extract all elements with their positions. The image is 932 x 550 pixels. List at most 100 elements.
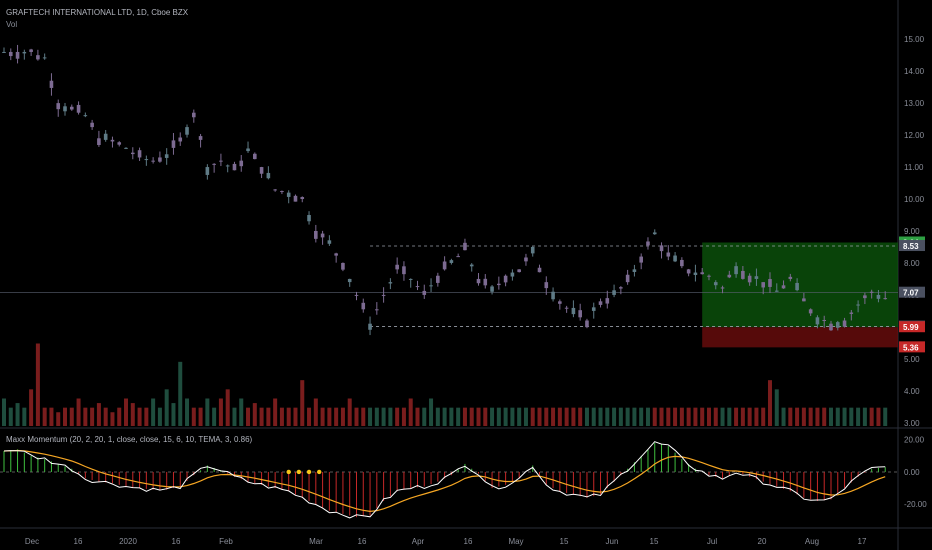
candle-body	[429, 285, 433, 287]
volume-label: Vol	[6, 20, 18, 29]
volume-bar	[767, 380, 772, 426]
volume-bar	[90, 407, 95, 426]
volume-bar	[191, 407, 196, 426]
candle-body	[808, 309, 813, 314]
volume-bar	[571, 407, 576, 426]
volume-bar	[408, 398, 413, 426]
volume-bar	[164, 389, 169, 426]
candle-body	[29, 49, 33, 52]
y-tick-label: 3.00	[904, 419, 920, 428]
volume-bar	[178, 361, 183, 426]
volume-bar	[49, 407, 54, 426]
candle-body	[591, 307, 596, 311]
volume-bar	[354, 407, 359, 426]
volume-bar	[523, 407, 528, 426]
volume-bar	[225, 389, 230, 426]
candle-body	[117, 142, 122, 145]
volume-bar	[774, 389, 779, 426]
candle-body	[361, 302, 366, 310]
candle-body	[503, 275, 508, 283]
volume-bar	[713, 407, 718, 426]
candle-body	[36, 55, 40, 60]
candle-body	[368, 323, 372, 330]
volume-bar	[300, 380, 305, 426]
volume-bar	[591, 407, 596, 426]
volume-bar	[517, 407, 522, 426]
price-badge	[899, 240, 925, 252]
volume-bar	[83, 407, 88, 426]
volume-bar	[307, 407, 312, 426]
osc-y-tick-label: -20.00	[904, 500, 927, 509]
volume-bar	[76, 398, 81, 426]
volume-bar	[232, 407, 237, 426]
volume-bar	[632, 407, 637, 426]
volume-bar	[35, 343, 40, 426]
candle-body	[625, 274, 630, 283]
volume-bar	[286, 407, 291, 426]
candle-body	[761, 282, 766, 288]
volume-bar	[29, 389, 34, 426]
candle-body	[273, 189, 277, 191]
volume-bar	[246, 407, 251, 426]
candle-body	[774, 290, 779, 292]
volume-bar	[96, 403, 101, 426]
osc-signal-dot	[286, 469, 291, 475]
volume-bar	[740, 407, 745, 426]
volume-bar	[124, 398, 129, 426]
candle-body	[754, 276, 759, 279]
candle-body	[571, 307, 576, 315]
y-tick-label: 8.00	[904, 259, 920, 268]
volume-bar	[8, 407, 13, 426]
volume-bar	[15, 403, 20, 426]
candle-body	[781, 285, 786, 289]
y-tick-label: 12.00	[904, 131, 925, 140]
volume-bar	[103, 407, 108, 426]
price-badge-label: 5.36	[903, 343, 919, 352]
volume-bar	[612, 407, 617, 426]
candle-body	[408, 278, 413, 280]
volume-bar	[557, 407, 562, 426]
candle-body	[876, 294, 881, 299]
candle-body	[286, 192, 291, 197]
candle-body	[510, 272, 515, 277]
candle-body	[456, 256, 460, 258]
volume-bar	[605, 407, 610, 426]
volume-bar	[781, 407, 786, 426]
volume-bar	[659, 407, 664, 426]
volume-bar	[422, 407, 427, 426]
candle-body	[354, 294, 359, 296]
candle-body	[842, 320, 847, 327]
candle-body	[727, 274, 732, 278]
candle-body	[178, 137, 183, 142]
candle-body	[558, 301, 562, 304]
candle-body	[449, 260, 454, 263]
candle-body	[835, 322, 840, 328]
candle-body	[205, 167, 210, 175]
y-tick-label: 14.00	[904, 67, 925, 76]
candle-body	[612, 290, 616, 295]
x-tick-label: May	[508, 537, 523, 546]
candle-body	[422, 290, 427, 295]
volume-bar	[340, 407, 345, 426]
volume-bar	[652, 407, 657, 426]
candle-body	[130, 152, 135, 155]
price-badge	[899, 286, 925, 298]
candle-body	[314, 230, 318, 239]
candle-body	[585, 320, 589, 328]
x-tick-label: 20	[758, 537, 767, 546]
volume-bar	[476, 407, 481, 426]
x-tick-label: 16	[74, 537, 83, 546]
candle-body	[171, 140, 176, 148]
candle-body	[619, 287, 623, 289]
volume-bar	[239, 398, 244, 426]
volume-bar	[56, 412, 61, 426]
candle-body	[22, 51, 27, 54]
x-tick-label: Aug	[805, 537, 819, 546]
volume-bar	[706, 407, 711, 426]
candle-body	[253, 153, 257, 160]
candle-body	[97, 138, 101, 146]
candle-body	[15, 51, 20, 59]
candle-body	[144, 159, 149, 161]
volume-bar	[442, 407, 447, 426]
